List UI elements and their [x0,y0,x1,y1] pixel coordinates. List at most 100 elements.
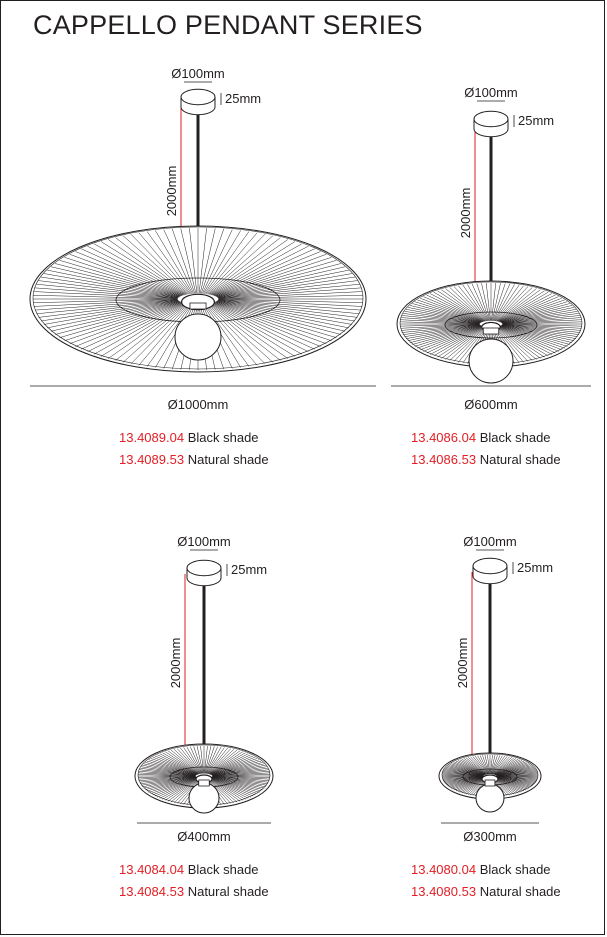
product-code: 13.4084.53 [119,884,185,899]
shade-spoke [138,232,191,295]
shade-spoke [454,777,486,791]
shade-spoke [209,303,289,359]
shade-spoke [211,759,260,775]
shade-diameter-label: Ø400mm [177,829,230,844]
shade-spoke [211,777,262,792]
shade-spoke [107,239,187,295]
shade-spoke [38,300,179,318]
shade-spoke [457,777,486,792]
shade-spoke [165,751,200,775]
shade-spoke [163,229,194,294]
shade-spoke [216,269,349,298]
shade-spoke [494,761,526,775]
shade-spoke [502,321,582,325]
shade-spoke [41,276,179,298]
shade-spoke [215,260,337,297]
shade-spoke [496,773,538,777]
shade-spoke [490,755,493,775]
shade-spoke [499,296,559,323]
shade-spoke [154,755,198,775]
shade-spoke [139,769,196,776]
shade-spoke [75,251,183,296]
shade-spoke [446,767,484,776]
shade-spoke [497,326,545,358]
cable-length-label: 2000mm [168,638,183,689]
shade-spoke [141,766,196,776]
shade-spoke [47,269,180,298]
shade-spoke [212,776,270,781]
shade-spoke [209,753,249,775]
shade-spoke [481,283,491,321]
shade-spoke [496,770,537,776]
shade-spoke [496,774,538,777]
page-title: CAPPELLO PENDANT SERIES [33,10,423,40]
shade-spoke [403,324,480,335]
shade-spoke [493,284,515,321]
product-code: 13.4086.53 [411,452,477,467]
shade-spoke [143,776,197,789]
shade-spoke [493,757,515,775]
bulb-neck [482,327,500,335]
shade-spoke [218,291,363,299]
shade-spoke [498,291,549,322]
shade-spoke [414,325,482,347]
shade-spoke [496,772,538,776]
shade-spoke [75,302,183,347]
shade-finish: Natural shade [187,452,269,467]
shade-spoke [200,746,204,774]
shade-spoke [100,241,187,295]
shade-spoke [205,746,215,774]
shade-spoke [193,746,203,774]
shade-spoke [140,767,196,776]
shade-spoke [465,757,487,775]
shade-spoke [495,776,529,789]
shade-spoke [217,273,353,298]
shade-spoke [443,771,484,776]
shade-spoke [495,764,531,776]
shade-spoke [476,283,490,321]
shade-spoke [453,326,487,362]
shade-spoke [404,324,481,337]
shade-spoke [491,283,497,321]
shade-spoke [468,757,488,775]
shade-spoke [213,302,321,347]
shade-spoke [447,776,485,786]
shade-spoke [501,324,578,337]
shade-spoke [494,759,521,775]
shade-spoke [490,755,496,775]
shade-spoke [420,325,483,351]
shade-spoke [207,303,274,363]
shade-spoke [426,294,483,322]
shade-spoke [501,309,577,324]
shade-spoke [212,776,270,780]
bulb [174,313,222,361]
shade-spoke [218,287,361,299]
shade-spoke [50,266,180,297]
shade-spoke [162,752,199,775]
shade-spoke [43,300,179,325]
shade-finish: Black shade [479,862,551,877]
shade-spoke [141,776,196,786]
shade-spoke [442,773,484,777]
canopy-height-label: 25mm [517,560,553,575]
shade-spoke [214,301,332,341]
shade-spoke [202,229,233,294]
shade-spoke [146,231,192,294]
shade-spoke [490,755,498,775]
shade-spoke [115,237,188,295]
shade-spoke [211,777,260,793]
shade-spoke [212,775,270,778]
shade-spoke [33,299,178,303]
canopy-diameter-label: Ø100mm [464,85,517,100]
shade-spoke [212,766,267,776]
shade-spoke [69,302,183,344]
cable-length-label: 2000mm [164,166,179,217]
shade-spoke [449,287,486,322]
shade-spoke [148,759,197,775]
shade-spoke [502,315,581,324]
canopy-height-label: 25mm [231,562,267,577]
shade-spoke [494,326,524,363]
